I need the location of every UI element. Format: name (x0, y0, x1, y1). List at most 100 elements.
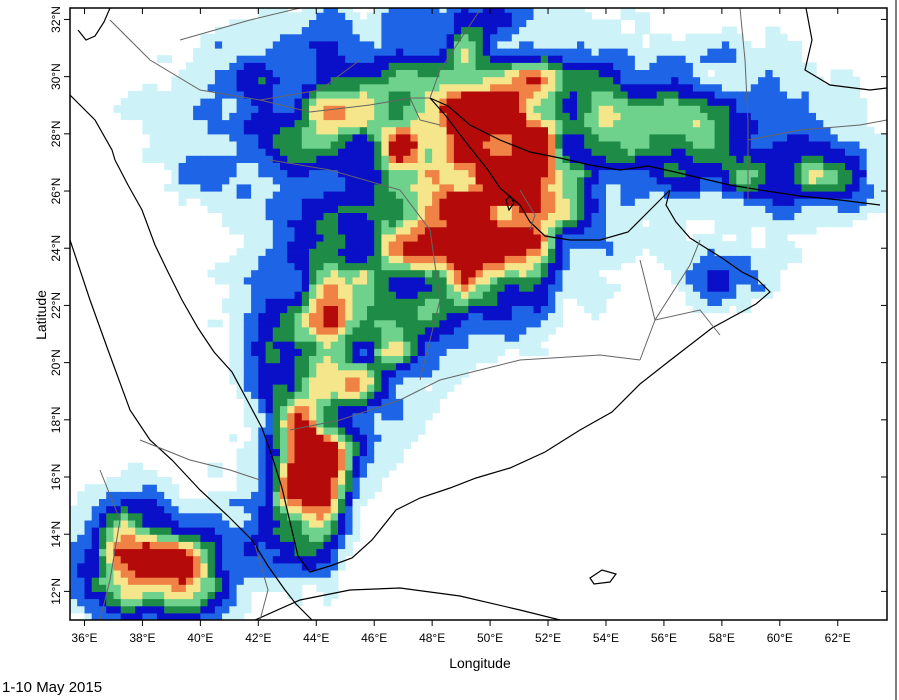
precip-cell (287, 419, 296, 428)
precip-cell (395, 434, 404, 442)
precip-cell (367, 248, 375, 256)
precip-cell (736, 248, 745, 256)
precip-cell (178, 562, 187, 571)
precip-cell (606, 183, 614, 192)
precip-cell (207, 183, 216, 192)
precip-cell (678, 262, 687, 271)
precip-cell (468, 312, 477, 321)
precip-cell (584, 248, 592, 256)
precip-cell (323, 477, 332, 485)
precip-cell (280, 369, 288, 378)
precip-cell (388, 169, 397, 178)
precip-cell (294, 76, 303, 85)
precip-cell (845, 141, 853, 149)
precip-cell (721, 269, 730, 278)
precip-cell (178, 598, 187, 607)
precip-cell (120, 577, 129, 585)
precip-cell (562, 8, 571, 13)
precip-cell (374, 398, 382, 407)
precip-cell (200, 605, 209, 614)
precip-cell (258, 255, 267, 264)
precip-cell (772, 226, 781, 235)
precip-cell (243, 291, 252, 299)
precip-cell (562, 233, 571, 242)
precip-cell (519, 90, 527, 99)
precip-cell (258, 398, 267, 407)
precip-cell (649, 69, 658, 78)
precip-cell (207, 584, 216, 592)
precip-cell (323, 391, 332, 399)
precip-cell (692, 276, 701, 285)
precip-cell (258, 48, 267, 56)
precip-cell (367, 169, 375, 178)
precip-cell (794, 83, 803, 92)
precip-cell (598, 262, 607, 271)
precip-cell (714, 226, 723, 235)
precip-cell (606, 141, 614, 149)
precip-cell (540, 98, 549, 106)
precip-cell (243, 491, 252, 499)
precip-cell (801, 98, 810, 106)
precip-cell (620, 105, 629, 113)
precip-cell (432, 326, 440, 335)
precip-cell (345, 462, 353, 471)
precip-cell (526, 255, 535, 264)
precip-cell (207, 498, 216, 507)
precip-cell (562, 76, 571, 85)
precip-cell (678, 155, 687, 163)
precip-cell (301, 305, 310, 314)
precip-cell (243, 83, 252, 92)
precip-cell (236, 291, 245, 299)
precip-cell (779, 48, 788, 56)
precip-cell (446, 8, 455, 13)
precip-cell (519, 26, 527, 35)
precip-cell (569, 148, 578, 156)
precip-cell (345, 341, 353, 349)
precip-cell (258, 248, 267, 256)
precip-cell (367, 419, 375, 428)
precip-cell (569, 8, 578, 13)
precip-cell (287, 384, 296, 392)
precip-cell (222, 176, 230, 185)
precip-cell (816, 219, 824, 228)
precip-cell (388, 319, 397, 328)
precip-cell (634, 219, 643, 228)
precip-cell (280, 305, 288, 314)
precip-cell (301, 448, 310, 457)
precip-cell (243, 55, 252, 63)
precip-cell (410, 362, 419, 371)
precip-cell (801, 105, 810, 113)
precip-cell (417, 412, 426, 421)
precip-cell (794, 112, 803, 121)
precip-cell (598, 219, 607, 228)
precip-cell (591, 298, 600, 306)
precip-cell (721, 119, 730, 128)
precip-cell (548, 155, 556, 163)
precip-cell (468, 98, 477, 106)
precip-cell (678, 105, 687, 113)
precip-cell (634, 141, 643, 149)
precip-cell (692, 148, 701, 156)
precip-cell (446, 348, 455, 356)
precip-cell (70, 591, 78, 600)
precip-cell (359, 469, 368, 478)
precip-cell (453, 198, 462, 206)
precip-cell (548, 269, 556, 278)
precip-cell (540, 62, 549, 70)
precip-cell (243, 169, 252, 178)
precip-cell (403, 291, 411, 299)
precip-cell (816, 76, 824, 85)
precip-cell (294, 334, 303, 342)
precip-cell (287, 155, 296, 163)
precip-cell (106, 484, 114, 492)
precip-cell (577, 105, 585, 113)
precip-cell (309, 205, 317, 213)
precip-cell (453, 62, 462, 70)
precip-cell (294, 262, 303, 271)
precip-cell (178, 133, 187, 142)
precip-cell (280, 441, 288, 449)
precip-cell (294, 98, 303, 106)
precip-cell (678, 98, 687, 106)
precip-cell (837, 119, 846, 128)
precip-cell (381, 183, 390, 192)
